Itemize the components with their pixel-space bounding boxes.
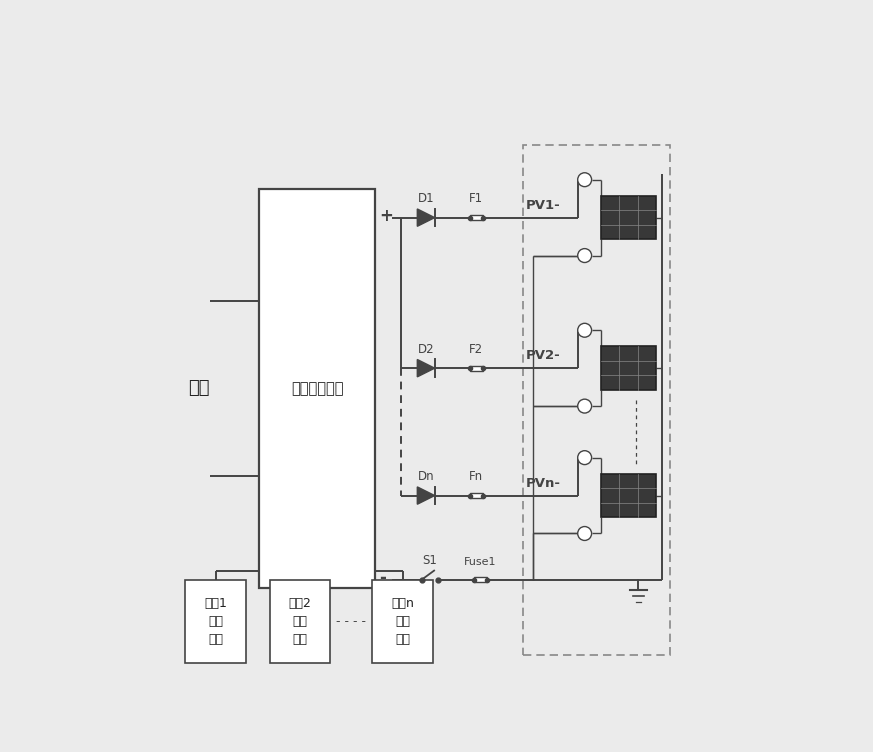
Circle shape bbox=[578, 526, 592, 541]
Bar bbox=[372, 580, 433, 663]
Bar bbox=[470, 365, 483, 371]
Text: PV2-: PV2- bbox=[526, 350, 561, 362]
Text: +: + bbox=[580, 174, 589, 185]
Bar bbox=[270, 580, 331, 663]
Text: -: - bbox=[379, 569, 386, 587]
Bar bbox=[474, 577, 487, 582]
Text: Dn: Dn bbox=[417, 471, 434, 484]
Polygon shape bbox=[417, 209, 435, 226]
Circle shape bbox=[578, 450, 592, 465]
Text: -: - bbox=[582, 527, 587, 540]
Bar bbox=[259, 189, 375, 588]
Text: 电池2
电压
采样: 电池2 电压 采样 bbox=[289, 597, 312, 646]
Text: -: - bbox=[582, 399, 587, 413]
Text: -: - bbox=[582, 249, 587, 262]
Bar bbox=[601, 474, 656, 517]
Text: +: + bbox=[580, 326, 589, 335]
Bar bbox=[185, 580, 246, 663]
Text: - - - -: - - - - bbox=[336, 615, 367, 628]
Text: PV1-: PV1- bbox=[526, 199, 561, 212]
Text: PVn-: PVn- bbox=[526, 477, 561, 490]
Bar bbox=[601, 196, 656, 239]
Text: +: + bbox=[580, 453, 589, 462]
Text: D1: D1 bbox=[417, 193, 434, 205]
Text: Fuse1: Fuse1 bbox=[464, 556, 497, 567]
Text: F1: F1 bbox=[470, 193, 484, 205]
Text: 电池1
电压
采样: 电池1 电压 采样 bbox=[204, 597, 227, 646]
Bar bbox=[601, 347, 656, 390]
Text: 电网: 电网 bbox=[188, 380, 210, 398]
Bar bbox=[523, 145, 670, 655]
Polygon shape bbox=[417, 359, 435, 377]
Circle shape bbox=[578, 173, 592, 186]
Text: 高频开关电源: 高频开关电源 bbox=[291, 381, 343, 396]
Polygon shape bbox=[417, 487, 435, 505]
Text: +: + bbox=[379, 208, 393, 226]
Text: F2: F2 bbox=[470, 343, 484, 356]
Text: Fn: Fn bbox=[470, 471, 484, 484]
Circle shape bbox=[578, 323, 592, 337]
Bar bbox=[470, 493, 483, 498]
Text: 电池n
电压
采样: 电池n 电压 采样 bbox=[391, 597, 414, 646]
Circle shape bbox=[578, 249, 592, 262]
Text: S1: S1 bbox=[423, 553, 437, 567]
Text: D2: D2 bbox=[417, 343, 434, 356]
Bar bbox=[470, 215, 483, 220]
Circle shape bbox=[578, 399, 592, 413]
